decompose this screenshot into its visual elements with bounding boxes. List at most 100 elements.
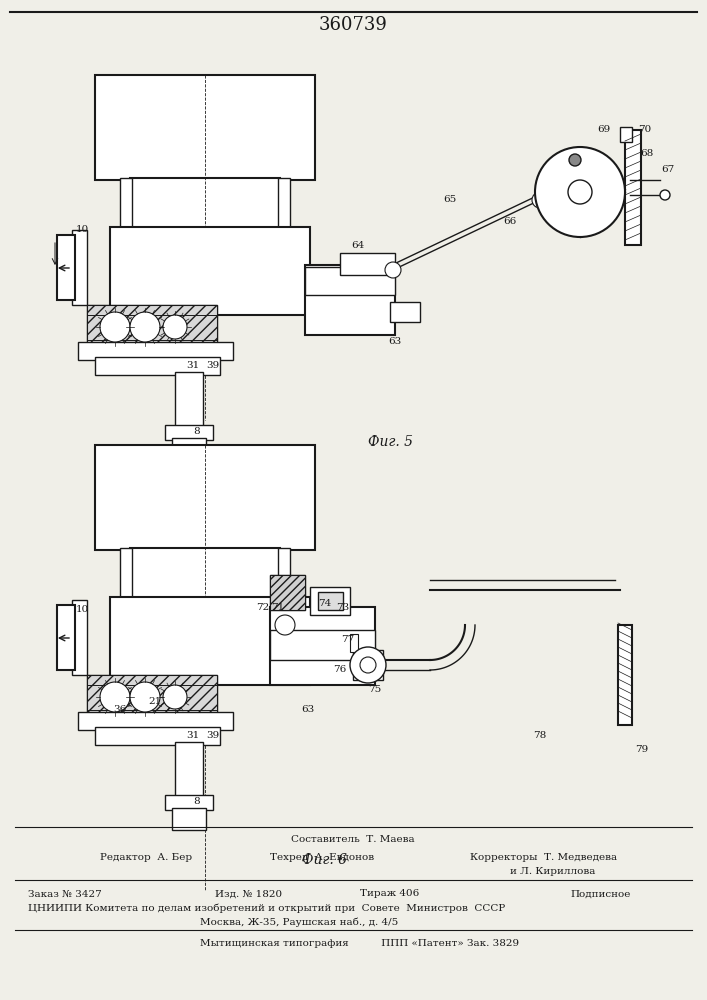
Bar	[57, 605, 75, 670]
Bar	[78, 712, 233, 730]
Text: и Л. Кириллова: и Л. Кириллова	[510, 867, 595, 876]
Text: 68: 68	[641, 149, 654, 158]
Text: Фиг. 5: Фиг. 5	[368, 435, 412, 449]
Circle shape	[350, 647, 386, 683]
Text: 10: 10	[76, 226, 88, 234]
Bar	[270, 607, 375, 685]
Bar	[72, 600, 87, 675]
Bar	[87, 305, 217, 350]
Bar	[57, 235, 75, 300]
Text: 79: 79	[636, 746, 648, 754]
Text: Изд. № 1820: Изд. № 1820	[215, 890, 282, 898]
Text: 39: 39	[206, 732, 220, 740]
Text: 63: 63	[301, 706, 315, 714]
Bar	[270, 575, 305, 610]
Bar	[172, 808, 206, 830]
Text: 76: 76	[334, 666, 346, 674]
Bar	[310, 587, 350, 615]
Bar	[110, 597, 310, 685]
Circle shape	[532, 192, 548, 208]
Bar	[110, 227, 310, 315]
Text: Составитель  Т. Маева: Составитель Т. Маева	[291, 836, 415, 844]
Text: Техред  А. Евдонов: Техред А. Евдонов	[270, 854, 374, 862]
Circle shape	[569, 154, 581, 166]
Text: 71: 71	[271, 602, 285, 611]
Circle shape	[163, 315, 187, 339]
Bar	[165, 425, 213, 440]
Text: Подписное: Подписное	[570, 890, 631, 898]
Text: Корректоры  Т. Медведева: Корректоры Т. Медведева	[470, 854, 617, 862]
Text: 66: 66	[503, 218, 517, 227]
Text: Заказ № 3427: Заказ № 3427	[28, 890, 102, 898]
Bar	[87, 685, 217, 710]
Text: 39: 39	[206, 361, 220, 370]
Text: 64: 64	[351, 240, 365, 249]
Text: 21: 21	[148, 698, 162, 706]
Bar	[87, 315, 217, 340]
Bar	[625, 130, 641, 245]
Text: Тираж 406: Тираж 406	[360, 890, 419, 898]
Circle shape	[163, 685, 187, 709]
Circle shape	[535, 147, 625, 237]
Bar	[72, 230, 87, 305]
Text: Фиг. 6: Фиг. 6	[303, 853, 348, 867]
Bar	[95, 75, 315, 180]
Text: 72: 72	[257, 602, 269, 611]
Bar	[353, 650, 383, 680]
Text: 73: 73	[337, 603, 350, 612]
Text: Москва, Ж-35, Раушская наб., д. 4/5: Москва, Ж-35, Раушская наб., д. 4/5	[200, 917, 398, 927]
Bar	[175, 742, 203, 800]
Text: 10: 10	[76, 605, 88, 614]
Text: ЦНИИПИ Комитета по делам изобретений и открытий при  Совете  Министров  СССР: ЦНИИПИ Комитета по делам изобретений и о…	[28, 903, 506, 913]
Text: 36: 36	[113, 706, 127, 714]
Text: 70: 70	[638, 125, 652, 134]
Circle shape	[660, 190, 670, 200]
Bar	[87, 305, 217, 350]
Bar	[120, 178, 132, 230]
Circle shape	[275, 615, 295, 635]
Bar	[618, 625, 632, 725]
Bar	[175, 372, 203, 430]
Bar	[278, 178, 290, 230]
Circle shape	[100, 312, 130, 342]
Bar	[278, 548, 290, 600]
Text: 78: 78	[533, 730, 547, 740]
Bar	[305, 265, 395, 335]
Circle shape	[130, 312, 160, 342]
Text: 69: 69	[597, 125, 611, 134]
Text: 74: 74	[318, 598, 332, 607]
Text: 8: 8	[194, 798, 200, 806]
Circle shape	[360, 657, 376, 673]
Text: Редактор  А. Бер: Редактор А. Бер	[100, 854, 192, 862]
Text: 67: 67	[661, 165, 674, 174]
Text: 31: 31	[187, 361, 199, 370]
Circle shape	[385, 262, 401, 278]
Text: 63: 63	[388, 338, 402, 347]
Circle shape	[100, 682, 130, 712]
Text: 75: 75	[368, 686, 382, 694]
Bar	[318, 592, 343, 610]
Bar	[165, 795, 213, 810]
Bar	[130, 548, 280, 600]
Bar	[350, 634, 358, 652]
Text: Мытищинская типография          ППП «Патент» Зак. 3829: Мытищинская типография ППП «Патент» Зак.…	[200, 940, 519, 948]
Text: 360739: 360739	[319, 16, 387, 34]
Bar	[305, 267, 395, 295]
Bar	[78, 342, 233, 360]
Bar	[270, 575, 305, 610]
Bar	[390, 302, 420, 322]
Bar	[95, 357, 220, 375]
Bar	[87, 675, 217, 720]
Bar	[172, 438, 206, 460]
Text: 31: 31	[187, 732, 199, 740]
Bar	[120, 548, 132, 600]
Text: 8: 8	[194, 428, 200, 436]
Bar	[95, 445, 315, 550]
Bar	[270, 630, 375, 660]
Bar	[340, 253, 395, 275]
Text: 77: 77	[341, 636, 355, 645]
Bar	[87, 675, 217, 720]
Text: 65: 65	[443, 196, 457, 205]
Circle shape	[130, 682, 160, 712]
Bar	[95, 727, 220, 745]
